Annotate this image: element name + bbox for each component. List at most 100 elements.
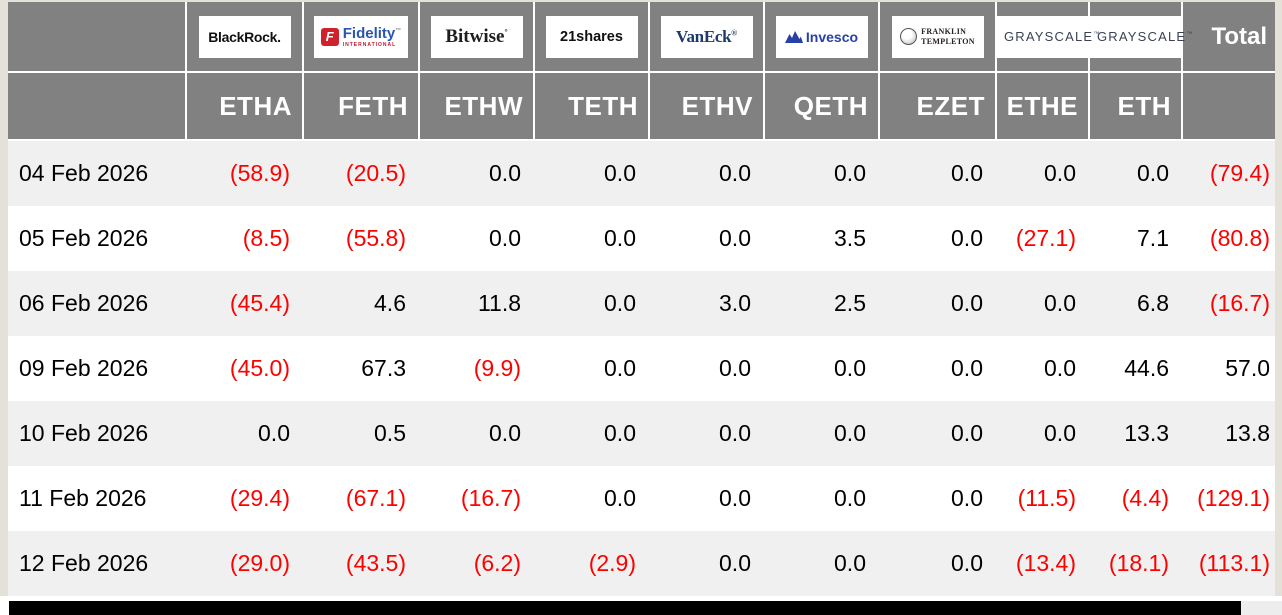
flow-row: 04 Feb 2026 (58.9) (20.5) 0.0 0.0 0.0 0.0 0.0 0.… — [8, 141, 1275, 206]
flow-value-cell: 6.8 — [1090, 271, 1183, 336]
trademark-mark: ™ — [1093, 31, 1101, 38]
flow-value-cell: (29.4) — [187, 466, 304, 531]
ticker-ETHV: ETHV — [650, 73, 765, 141]
flow-value-cell: 13.3 — [1090, 401, 1183, 466]
vaneck-wordmark: VanEck® — [676, 26, 737, 46]
flow-value-cell: (45.4) — [187, 271, 304, 336]
logo-cell-ETHW: Bitwise° — [420, 2, 535, 73]
flow-value-cell: 67.3 — [304, 336, 420, 401]
flow-value-cell: (2.9) — [535, 531, 650, 596]
flow-value-cell: 0.0 — [535, 466, 650, 531]
flow-value-cell: (55.8) — [304, 206, 420, 271]
total-value-cell: (16.7) — [1183, 271, 1275, 336]
franklin-logo: FRANKLIN TEMPLETON — [891, 15, 984, 58]
trademark-mark: ™ — [395, 27, 402, 34]
flow-value-cell: (18.1) — [1090, 531, 1183, 596]
fidelity-logo: F Fidelity™ INTERNATIONAL — [313, 15, 409, 58]
flow-value-cell: 0.0 — [880, 206, 997, 271]
flow-value-cell: 0.0 — [997, 401, 1090, 466]
ticker-ETHA: ETHA — [187, 73, 304, 141]
21shares-wordmark: 21shares — [560, 28, 623, 45]
flow-value-cell: 0.0 — [650, 141, 765, 206]
flow-value-cell: (45.0) — [187, 336, 304, 401]
total-value-cell: (113.1) — [1183, 531, 1275, 596]
franklin-templeton-name: FRANKLIN TEMPLETON — [921, 27, 975, 46]
flow-value-cell: 0.0 — [650, 531, 765, 596]
flow-value-cell: 0.0 — [420, 141, 535, 206]
bottom-black-bar — [9, 601, 1241, 615]
logo-cell-ETH: GRAYSCALE™ — [1090, 2, 1201, 73]
date-cell: 12 Feb 2026 — [8, 531, 187, 596]
franklin-line: FRANKLIN — [921, 26, 967, 36]
flow-value-cell: 0.0 — [765, 336, 880, 401]
flow-value-cell: (8.5) — [187, 206, 304, 271]
corner-cell — [8, 2, 187, 73]
flow-value-cell: (16.7) — [420, 466, 535, 531]
logo-header-row: BlackRock. F Fidelity™ INTERNATIONAL Bitwise… — [8, 2, 1275, 73]
registered-mark: ® — [731, 27, 737, 37]
date-cell: 04 Feb 2026 — [8, 141, 187, 206]
invesco-logo: Invesco — [775, 15, 868, 58]
logo-cell-FETH: F Fidelity™ INTERNATIONAL — [304, 2, 420, 73]
flow-value-cell: 0.0 — [765, 401, 880, 466]
flow-value-cell: (4.4) — [1090, 466, 1183, 531]
logo-cell-EZET: FRANKLIN TEMPLETON — [880, 2, 997, 73]
flow-value-cell: 0.0 — [535, 271, 650, 336]
fidelity-subtext: INTERNATIONAL — [342, 41, 397, 48]
flow-row: 09 Feb 2026 (45.0) 67.3 (9.9) 0.0 0.0 0.0 0.0 0.… — [8, 336, 1275, 401]
blackrock-wordmark: BlackRock. — [208, 28, 281, 45]
flow-value-cell: 0.0 — [650, 401, 765, 466]
etf-flow-table: BlackRock. F Fidelity™ INTERNATIONAL Bitwise… — [8, 2, 1275, 596]
fidelity-name: Fidelity™ — [342, 24, 402, 42]
total-value-cell: (80.8) — [1183, 206, 1275, 271]
ticker-ETHE: ETHE — [997, 73, 1090, 141]
flow-value-cell: 0.0 — [765, 466, 880, 531]
flow-value-cell: 0.0 — [997, 271, 1090, 336]
logo-cell-ETHV: VanEck® — [650, 2, 765, 73]
bitwise-logo: Bitwise° — [430, 15, 523, 58]
ticker-QETH: QETH — [765, 73, 880, 141]
table-header: BlackRock. F Fidelity™ INTERNATIONAL Bitwise… — [8, 2, 1275, 141]
flow-value-cell: 0.0 — [535, 336, 650, 401]
total-value-cell: 57.0 — [1183, 336, 1275, 401]
date-cell: 11 Feb 2026 — [8, 466, 187, 531]
flow-value-cell: 0.0 — [765, 531, 880, 596]
flow-value-cell: 0.0 — [650, 336, 765, 401]
table-body: 04 Feb 2026 (58.9) (20.5) 0.0 0.0 0.0 0.0 0.0 0.… — [8, 141, 1275, 596]
franklin-portrait-icon — [900, 28, 918, 45]
date-cell: 10 Feb 2026 — [8, 401, 187, 466]
flow-value-cell: 0.0 — [1090, 141, 1183, 206]
flow-value-cell: 0.0 — [880, 401, 997, 466]
flow-row: 06 Feb 2026 (45.4) 4.6 11.8 0.0 3.0 2.5 0.0 0.0 6… — [8, 271, 1275, 336]
ticker-ETHW: ETHW — [420, 73, 535, 141]
flow-value-cell: 0.0 — [535, 206, 650, 271]
flow-value-cell: 0.0 — [880, 271, 997, 336]
flow-value-cell: 0.0 — [650, 206, 765, 271]
flow-value-cell: (29.0) — [187, 531, 304, 596]
corner-cell-2 — [8, 73, 187, 141]
fidelity-wordmark: Fidelity™ INTERNATIONAL — [343, 26, 402, 48]
flow-value-cell: 0.0 — [535, 401, 650, 466]
flow-value-cell: 0.0 — [420, 401, 535, 466]
flow-value-cell: (9.9) — [420, 336, 535, 401]
flow-value-cell: (58.9) — [187, 141, 304, 206]
flow-value-cell: (43.5) — [304, 531, 420, 596]
logo-cell-TETH: 21shares — [535, 2, 650, 73]
flow-value-cell: 0.0 — [880, 466, 997, 531]
flow-value-cell: 4.6 — [304, 271, 420, 336]
ticker-FETH: FETH — [304, 73, 420, 141]
flow-value-cell: (13.4) — [997, 531, 1090, 596]
grayscale-wordmark: GRAYSCALE™ — [1097, 29, 1194, 44]
total-value-cell: 13.8 — [1183, 401, 1275, 466]
logo-cell-QETH: Invesco — [765, 2, 880, 73]
flow-value-cell: (20.5) — [304, 141, 420, 206]
ticker-empty-cell — [1183, 73, 1275, 141]
flow-row: 12 Feb 2026 (29.0) (43.5) (6.2) (2.9) 0.0 0.0 0… — [8, 531, 1275, 596]
flow-value-cell: (6.2) — [420, 531, 535, 596]
total-label: Total — [1211, 22, 1267, 50]
flow-value-cell: 0.0 — [880, 531, 997, 596]
flow-value-cell: 0.5 — [304, 401, 420, 466]
flow-value-cell: 0.0 — [187, 401, 304, 466]
flow-value-cell: (27.1) — [997, 206, 1090, 271]
